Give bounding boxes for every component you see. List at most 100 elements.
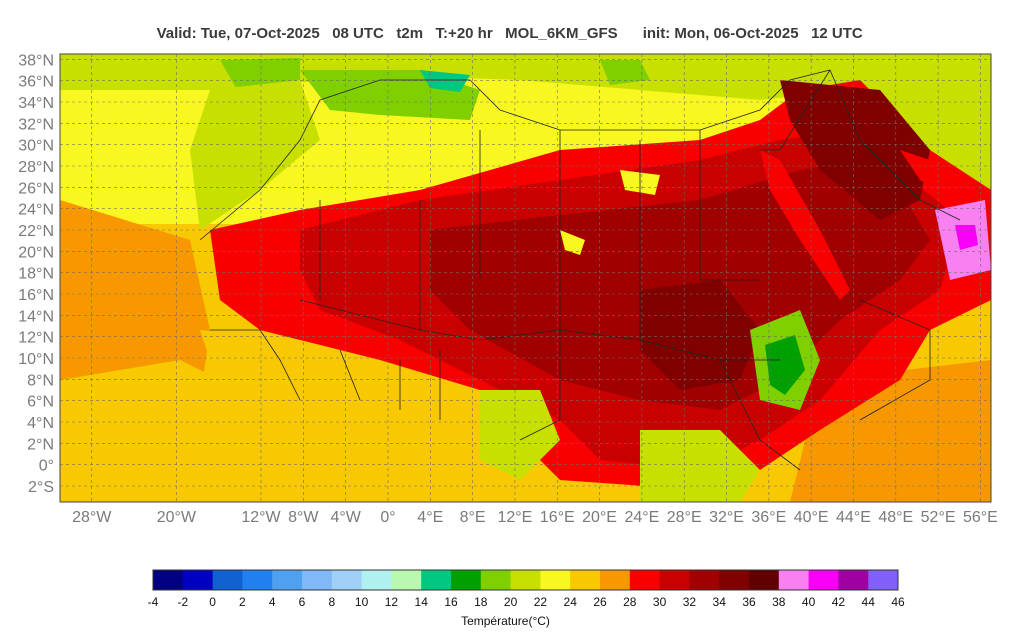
colorbar-tick-label: 42 [832,595,846,609]
colorbar-swatch [629,570,661,590]
longitude-tick-label: 8°E [460,509,486,526]
valid-time-label: Valid: Tue, 07-Oct-2025 08 UTC t2m T:+20… [156,25,618,42]
latitude-tick-label: 38°N [18,52,54,69]
longitude-tick-label: 8°W [288,509,319,526]
colorbar-title: Température(°C) [461,614,550,628]
colorbar-swatch [600,570,631,590]
longitude-tick-label: 56°E [963,509,998,526]
colorbar-tick-label: 32 [683,595,697,609]
colorbar-tick-label: 26 [593,595,607,609]
colorbar-swatch [868,570,899,590]
map-title: Valid: Tue, 07-Oct-2025 08 UTC t2m T:+20… [0,8,1011,42]
colorbar-tick-label: 40 [802,595,816,609]
map-frame [59,53,992,503]
latitude-tick-label: 30°N [18,138,54,155]
colorbar-tick-label: 38 [772,595,786,609]
colorbar-tick-label: 46 [891,595,905,609]
longitude-tick-label: 40°E [794,509,829,526]
colorbar-swatch [689,570,720,590]
colorbar-swatch [749,570,780,590]
longitude-tick-label: 52°E [921,509,956,526]
colorbar-swatch [421,570,452,590]
latitude-tick-label: 24°N [18,202,54,219]
longitude-tick-label: 36°E [751,509,786,526]
latitude-tick-label: 34°N [18,95,54,112]
latitude-tick-label: 10°N [18,351,54,368]
latitude-tick-label: 0° [39,458,54,475]
colorbar-swatch [182,570,214,590]
temperature-field [60,54,991,502]
colorbar-tick-label: 14 [415,595,429,609]
colorbar-tick-label: 4 [269,595,276,609]
colorbar-frame [152,569,899,591]
colorbar-tick-label: 10 [355,595,369,609]
colorbar-swatch [480,570,512,590]
latitude-tick-label: 22°N [18,223,54,240]
colorbar-swatch [659,570,690,590]
colorbar-tick-label: -2 [177,595,188,609]
latitude-tick-label: 2°N [27,436,54,453]
longitude-tick-label: 16°E [540,509,575,526]
longitude-tick-label: 28°W [72,509,112,526]
latitude-tick-label: 28°N [18,159,54,176]
colorbar-swatch [331,570,363,590]
colorbar-tick-label: 8 [328,595,335,609]
colorbar-swatch [212,570,243,590]
colorbar-tick-label: 34 [713,595,727,609]
colorbar-swatch [570,570,601,590]
colorbar-swatch [242,570,273,590]
colorbar-tick-label: 36 [742,595,756,609]
colorbar-tick-label: 0 [209,595,216,609]
colorbar-tick-label: 44 [862,595,876,609]
colorbar-tick-label: 20 [504,595,518,609]
latitude-tick-label: 14°N [18,308,54,325]
longitude-axis: 28°W 20°W 12°W 8°W 4°W 0° 4°E 8°E 12°E 16°E 20°E 24… [72,509,998,526]
longitude-tick-label: 28°E [667,509,702,526]
colorbar-swatch [361,570,392,590]
temperature-colorbar: -4 -2 0 2 4 6 8 10 12 14 16 18 20 22 24 26 28 30 32 34 36 38 4… [148,569,905,609]
colorbar-swatch [153,570,184,590]
latitude-axis: 38°N 36°N 34°N 32°N 30°N 28°N 26°N 24°N 22°N 20°N… [18,52,54,496]
colorbar-swatch [302,570,333,590]
colorbar-tick-label: 6 [299,595,306,609]
latitude-tick-label: 26°N [18,180,54,197]
colorbar-tick-label: 12 [385,595,399,609]
longitude-tick-label: 4°W [330,509,361,526]
latitude-tick-label: 12°N [18,330,54,347]
latitude-tick-label: 20°N [18,244,54,261]
longitude-tick-label: 44°E [836,509,871,526]
longitude-tick-label: 20°W [157,509,197,526]
longitude-tick-label: 0° [380,509,395,526]
colorbar-tick-label: 16 [444,595,458,609]
colorbar-swatch [719,570,750,590]
colorbar-tick-label: 22 [534,595,548,609]
latitude-tick-label: 32°N [18,116,54,133]
latitude-tick-label: 36°N [18,74,54,91]
latitude-tick-label: 4°N [27,415,54,432]
colorbar-swatch [510,570,541,590]
latitude-tick-label: 8°N [27,372,54,389]
colorbar-swatch [778,570,810,590]
colorbar-swatch [540,570,571,590]
longitude-tick-label: 32°E [709,509,744,526]
latitude-tick-label: 16°N [18,287,54,304]
colorbar-tick-label: 18 [474,595,488,609]
longitude-tick-label: 12°E [497,509,532,526]
latitude-tick-label: 2°S [28,479,54,496]
init-time-label: init: Mon, 06-Oct-2025 12 UTC [642,25,863,42]
colorbar-tick-label: 28 [623,595,637,609]
colorbar-swatch [272,570,303,590]
colorbar-tick-label: 30 [653,595,667,609]
colorbar-tick-label: -4 [148,595,159,609]
longitude-tick-label: 4°E [417,509,443,526]
longitude-tick-label: 20°E [582,509,617,526]
graticule [60,54,991,502]
colorbar-swatch [451,570,482,590]
longitude-tick-label: 24°E [624,509,659,526]
latitude-tick-label: 6°N [27,394,54,411]
colorbar-swatch [838,570,869,590]
colorbar-tick-label: 24 [564,595,578,609]
colorbar-swatch [391,570,422,590]
longitude-tick-label: 48°E [878,509,913,526]
